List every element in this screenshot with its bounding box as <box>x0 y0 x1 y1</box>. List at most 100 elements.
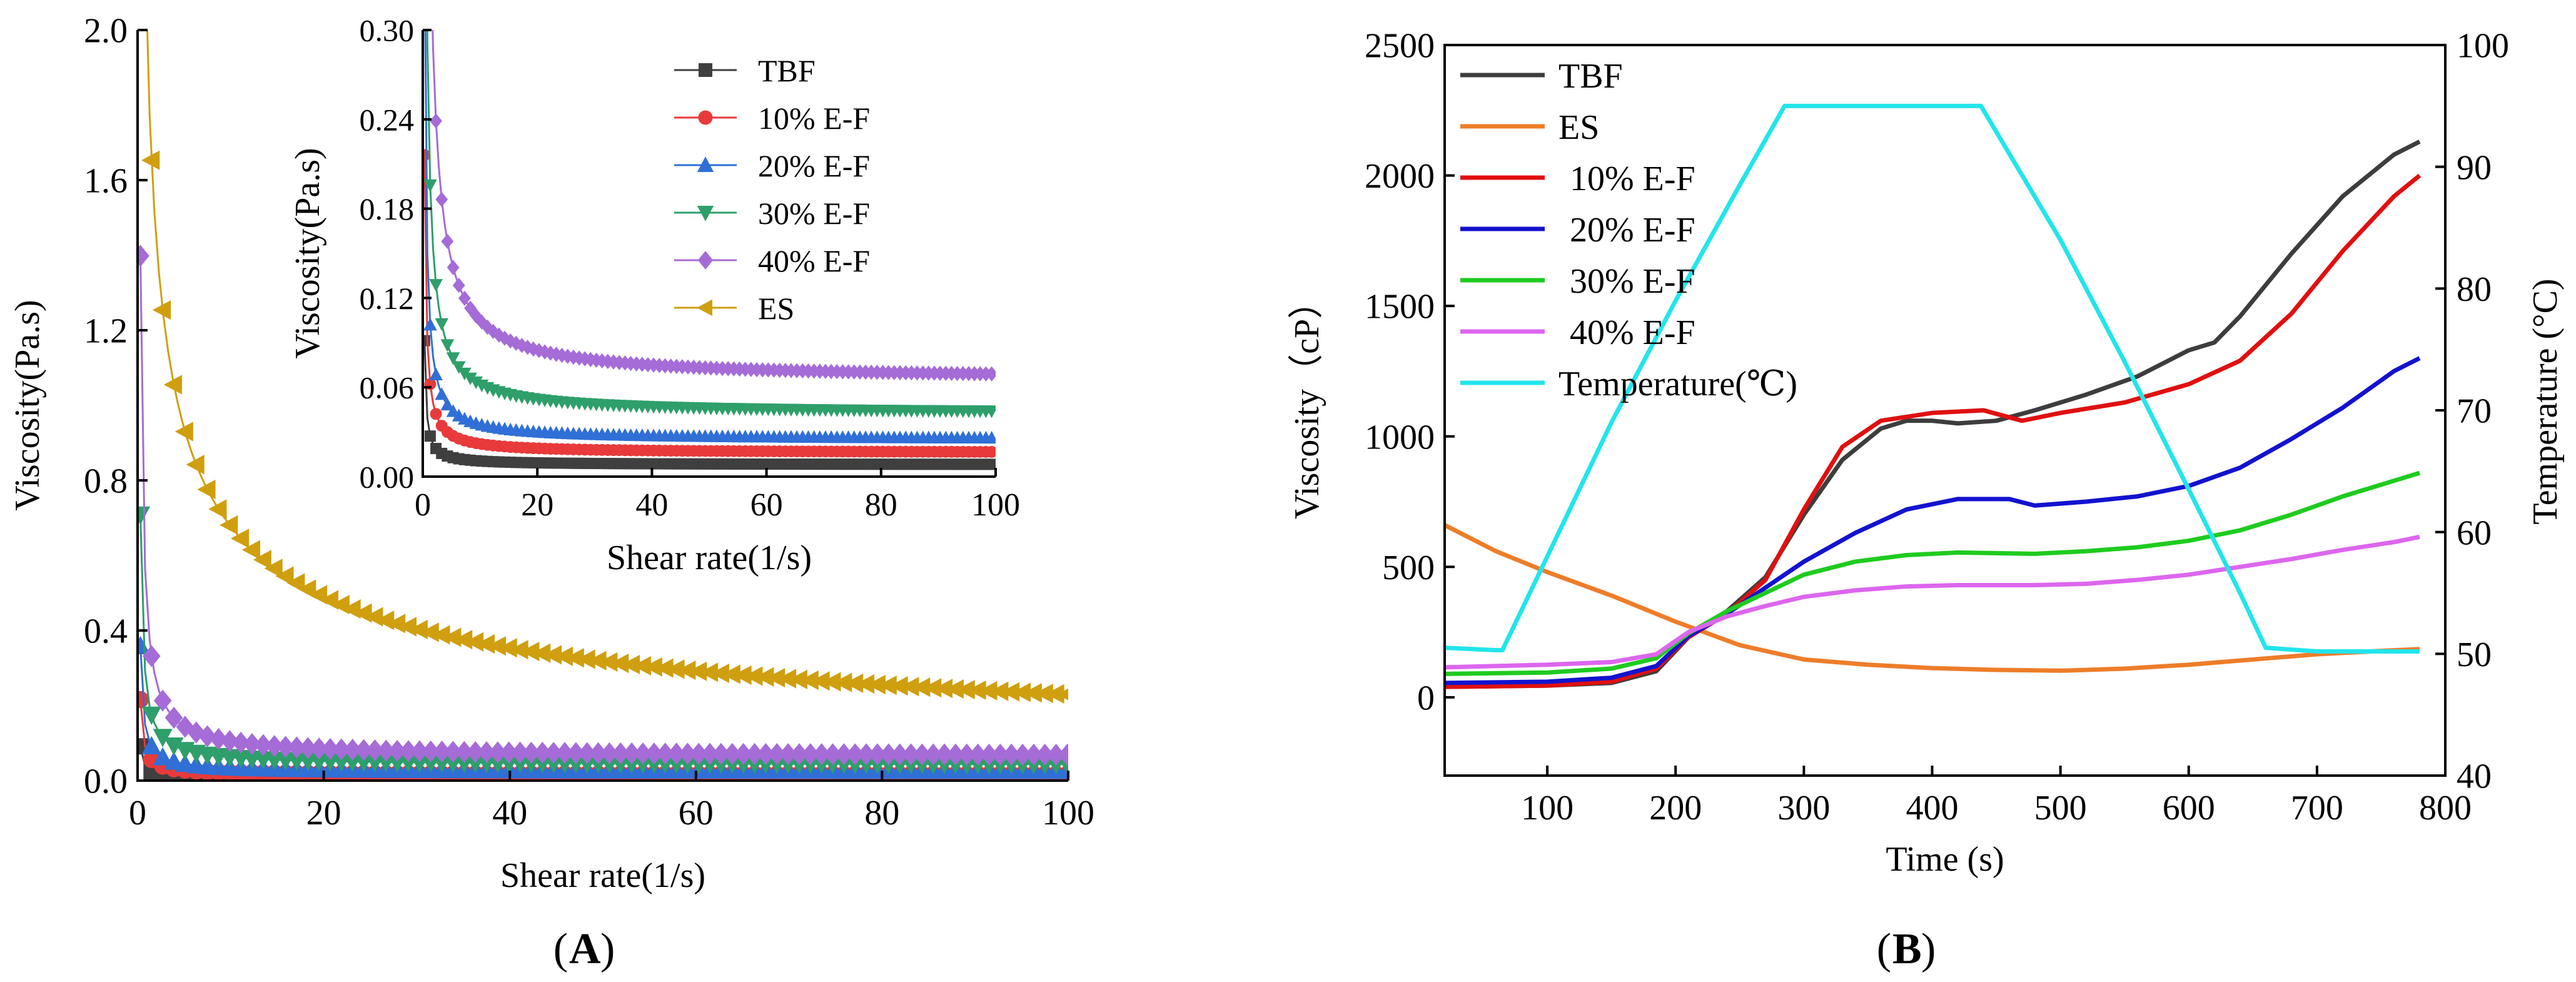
data-point <box>355 739 373 761</box>
panel-b-x-tick-label: 700 <box>2291 789 2343 828</box>
series-line-20-e-f <box>1445 356 2421 686</box>
data-point <box>321 737 340 760</box>
data-point <box>208 499 227 519</box>
panel-b-x-tick-label: 800 <box>2419 789 2472 828</box>
data-point <box>243 732 261 756</box>
data-point <box>767 742 786 766</box>
inset-y-ticks: 0.00 0.06 0.12 0.18 0.24 0.30 <box>360 13 432 495</box>
data-point <box>241 540 261 560</box>
legend-label: 10% E-F <box>758 101 870 136</box>
data-point <box>844 673 864 693</box>
data-point <box>141 706 161 726</box>
panel-b-legend: TBF ES 10% E-F 20% E-F 30% E-F 40% E-F Tempera… <box>1460 57 1797 403</box>
inset-legend: TBF 10% E-F 20% E-F 30% E-F 40% E-F ES <box>674 53 870 326</box>
data-point <box>667 742 685 765</box>
data-point <box>422 740 440 762</box>
data-point <box>699 662 719 682</box>
legend-item-es: ES <box>674 291 794 326</box>
panel-b-y2-label: Temperature (°C) <box>2526 278 2565 524</box>
data-point <box>979 681 998 701</box>
data-point <box>980 743 998 766</box>
data-point <box>589 742 607 764</box>
inset-y-tick-label: 0.30 <box>360 13 415 48</box>
data-point <box>463 372 477 385</box>
data-point <box>521 641 540 662</box>
data-point <box>197 479 216 500</box>
inset-x-tick-label: 40 <box>635 487 668 523</box>
data-point <box>264 559 283 579</box>
data-point <box>632 656 651 676</box>
data-point <box>510 640 528 660</box>
data-point <box>945 679 964 699</box>
legend-marker <box>699 63 712 77</box>
data-point <box>868 743 887 766</box>
series-line-30-e-f <box>1445 470 2420 676</box>
inset-y-tick-label: 0.00 <box>360 460 415 495</box>
data-point <box>790 743 809 766</box>
data-point <box>1002 743 1021 766</box>
data-point <box>138 506 151 525</box>
panel-a-y-tick-label: 1.6 <box>84 162 128 201</box>
panel-a-series-group <box>138 30 1068 781</box>
panel-b-x-tick-label: 300 <box>1777 789 1830 828</box>
panel-a-close-paren: ) <box>600 925 615 973</box>
panel-b-y-tick-label: 2500 <box>1365 27 1435 66</box>
data-point <box>812 743 831 766</box>
panel-a-y-label: Viscosity(Pa.s) <box>8 300 47 510</box>
data-point <box>430 408 442 420</box>
panel-b-x-tick-label: 100 <box>1521 789 1573 828</box>
legend-item-10-e-f: 10% E-F <box>674 101 870 136</box>
panel-a-x-tick-label: 60 <box>679 794 714 833</box>
legend-item-tbf: TBF <box>1460 57 1623 96</box>
inset-x-tick-label: 80 <box>865 487 897 523</box>
data-point <box>254 734 273 756</box>
data-point <box>984 430 996 444</box>
data-point <box>1023 683 1042 703</box>
panel-b-y-tick-label: 0 <box>1417 679 1435 717</box>
panel-a-letter: A <box>569 925 601 973</box>
data-point <box>452 278 465 293</box>
data-point <box>153 747 173 766</box>
data-point <box>946 743 965 766</box>
inset-series-40-e-f <box>430 30 996 382</box>
data-point <box>634 742 652 765</box>
data-point <box>452 361 466 374</box>
data-point <box>440 397 455 411</box>
data-point <box>990 681 1009 701</box>
data-point <box>600 742 619 764</box>
legend-item-20-e-f: 20% E-F <box>674 148 870 183</box>
panel-b-y2-tick-label: 100 <box>2457 27 2509 66</box>
inset-series-line-40-e-f <box>432 30 995 375</box>
legend-item-es: ES <box>1460 108 1599 147</box>
data-point <box>710 663 729 684</box>
data-point <box>220 515 238 535</box>
panel-b-y2-tick-label: 50 <box>2457 635 2492 674</box>
panel-b-y-ticks: 0 500 1000 1500 2000 2500 <box>1365 27 1455 717</box>
legend-marker <box>697 156 714 172</box>
data-point <box>912 677 931 697</box>
data-point <box>1013 743 1032 766</box>
data-point <box>722 664 740 684</box>
data-point <box>511 741 529 764</box>
data-point <box>253 550 271 570</box>
panel-a-y-ticks: 0.0 0.4 0.8 1.2 1.6 2.0 <box>84 12 148 801</box>
inset-x-tick-label: 100 <box>971 487 1020 523</box>
data-point <box>984 405 996 418</box>
data-point <box>644 657 662 677</box>
data-point <box>138 691 149 709</box>
data-point <box>488 741 507 764</box>
legend-label: 40% E-F <box>1570 313 1695 352</box>
legend-label: 20% E-F <box>758 148 870 183</box>
data-point <box>645 742 664 765</box>
legend-label: Temperature(℃) <box>1558 365 1797 403</box>
data-point <box>985 366 996 382</box>
data-point <box>588 650 607 671</box>
data-point <box>164 706 183 729</box>
legend-marker <box>697 251 714 270</box>
data-point <box>1012 682 1031 702</box>
panel-b-chart: 100 200 300 400 500 600 700 800 0 500 1000 1500 200… <box>1288 27 2565 879</box>
data-point <box>712 742 730 765</box>
data-point <box>454 630 473 650</box>
data-point <box>288 736 306 759</box>
data-point <box>424 430 436 442</box>
